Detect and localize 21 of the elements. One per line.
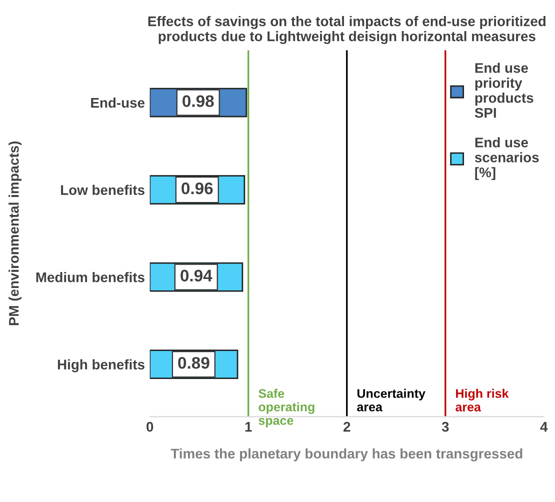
ref-line-label: Safe operating space [258, 388, 314, 428]
y-tick-label: Low benefits [61, 184, 144, 195]
x-tick-label: 1 [245, 422, 252, 432]
y-axis-title: PM (environmental impacts) [8, 142, 22, 326]
chart-title: Effects of savings on the total impacts of end-use prioritized products due to Lightweight deisign horizontal measures [148, 16, 546, 44]
y-tick-label: End-use [91, 98, 145, 108]
x-tick-label: 2 [343, 422, 350, 432]
legend-label: End use priority products SPI [474, 62, 534, 118]
ref-line-label: Uncertainty area [357, 388, 426, 412]
data-label: 0.96 [182, 182, 213, 194]
y-tick-label: Medium benefits [36, 272, 144, 282]
ref-line-label: High risk area [456, 388, 509, 412]
x-tick-label: 3 [442, 422, 449, 432]
x-axis-title: Times the planetary boundary has been transgressed [170, 448, 522, 462]
y-tick-label: High benefits [58, 359, 144, 372]
x-tick-label: 4 [540, 422, 548, 432]
data-label: 0.98 [182, 95, 214, 108]
legend-label: End use scenarios [%] [474, 137, 539, 180]
data-label: 0.94 [180, 270, 212, 282]
data-label: 0.89 [178, 356, 210, 369]
x-tick-label: 0 [146, 422, 154, 432]
